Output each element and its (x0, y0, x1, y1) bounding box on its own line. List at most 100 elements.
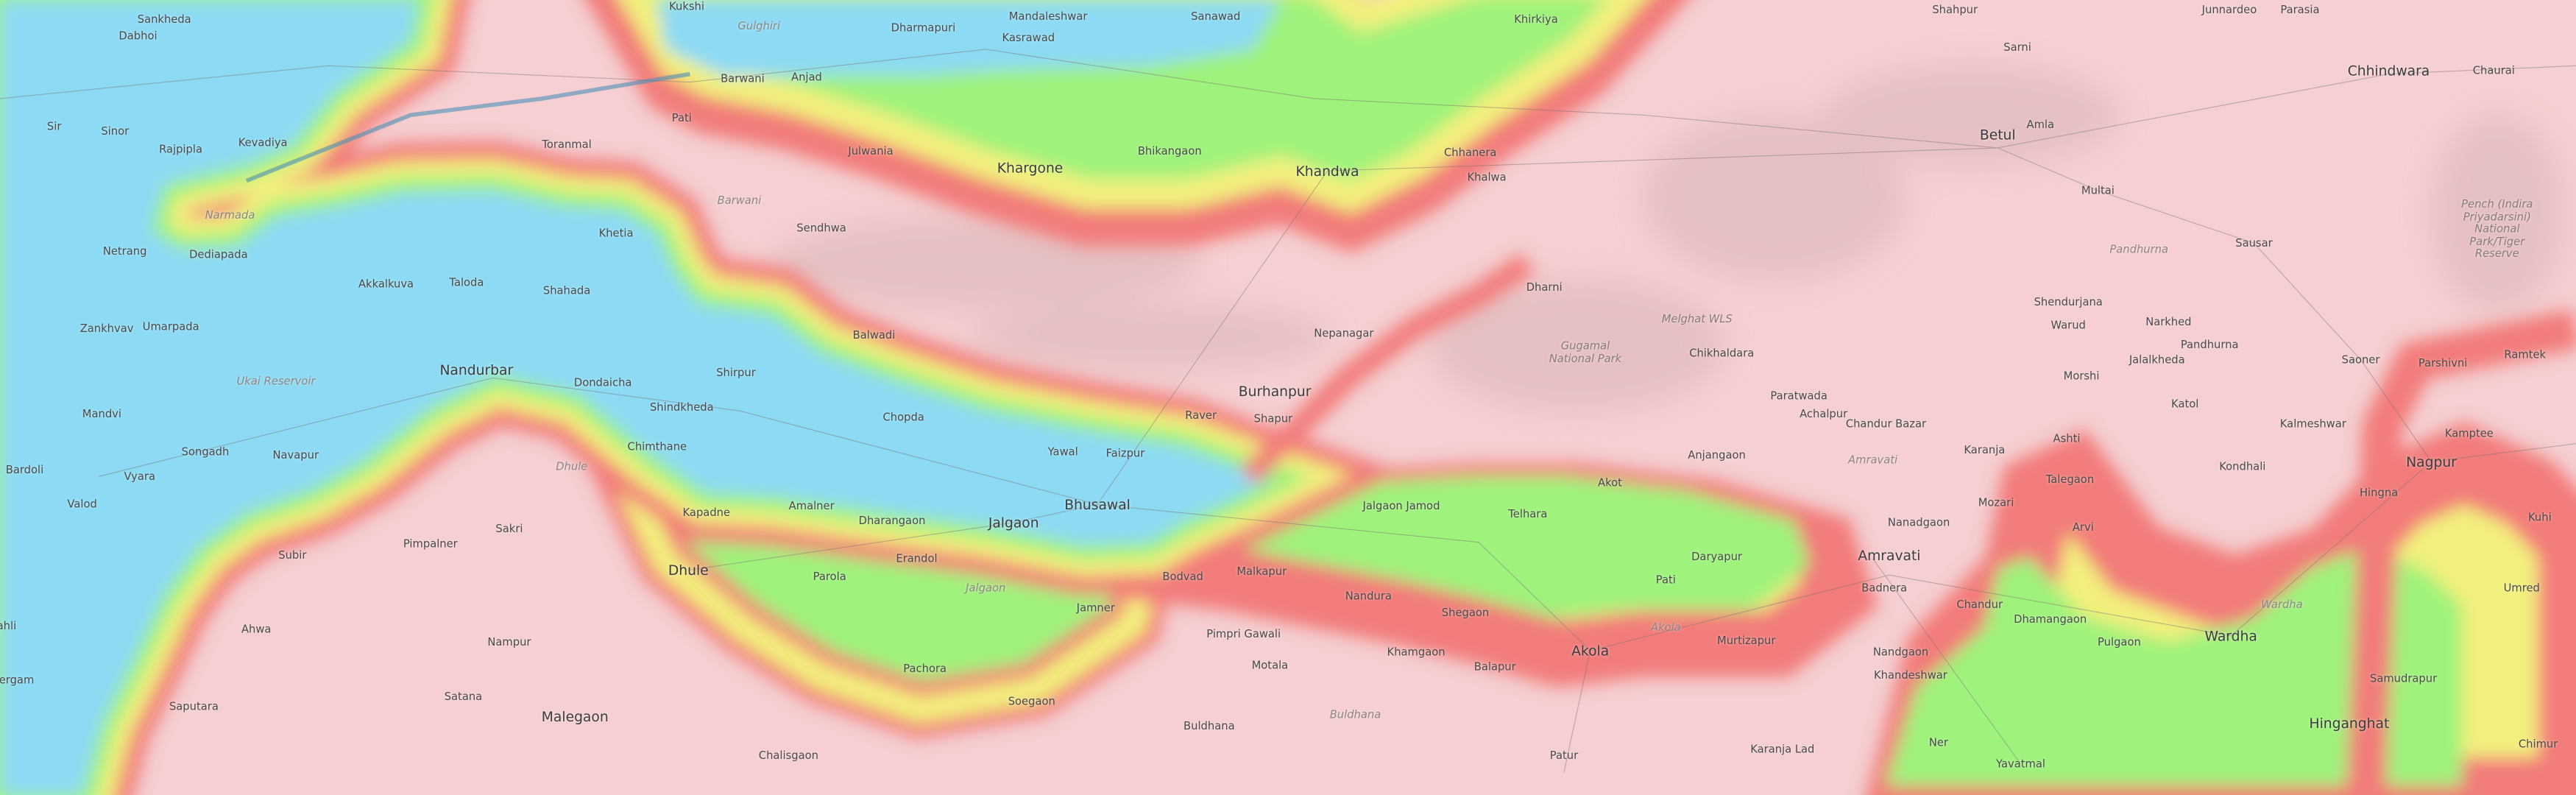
place-label: Chandur (1956, 598, 2003, 612)
place-label: Dhamangaon (2014, 612, 2087, 626)
place-label: Khamgaon (1387, 646, 1446, 660)
place-label: Kukshi (669, 0, 704, 13)
place-label: Balwadi (852, 328, 896, 342)
place-label: Amla (2026, 118, 2055, 132)
place-label: Kapadne (682, 506, 731, 520)
place-label: Karanja (1964, 443, 2006, 457)
place-label: Ner (1928, 735, 1948, 749)
place-label: Saputara (169, 699, 219, 713)
place-label: Hingna (2359, 486, 2399, 500)
place-label: Shindkheda (649, 400, 714, 414)
place-label: Ashti (2053, 432, 2081, 445)
place-label: Pati (671, 111, 692, 125)
place-label: hergam (0, 674, 35, 688)
place-label: Parshivni (2418, 356, 2468, 370)
place-label: Sendhwa (796, 222, 846, 236)
place-label: Rajpipla (159, 143, 202, 157)
place-label: Malegaon (541, 708, 609, 725)
place-label: Bhikangaon (1137, 144, 1202, 158)
place-label: Morshi (2063, 370, 2100, 384)
place-label: Dhule (668, 562, 709, 579)
place-label: Chandur Bazar (1845, 417, 1927, 431)
place-label: Buldhana (1329, 708, 1381, 721)
place-label: Jamner (1076, 601, 1115, 615)
place-label: Ahwa (241, 622, 272, 636)
place-label: Sankheda (137, 13, 191, 26)
place-label: Narkhed (2145, 315, 2192, 329)
place-label: Dharni (1526, 280, 1563, 294)
place-label: Multai (2081, 183, 2115, 197)
place-label: Pachora (903, 662, 947, 676)
place-label: Khetia (598, 227, 634, 240)
place-label: Chaurai (2472, 64, 2515, 77)
place-label: Arvi (2072, 520, 2094, 534)
place-label: Dharmapuri (891, 21, 956, 35)
place-label: Khirkiya (1514, 13, 1558, 26)
place-label: Sakri (495, 522, 523, 536)
place-label: Mandaleshwar (1008, 10, 1088, 24)
place-label: Netrang (102, 244, 147, 258)
place-label: Wardha (2204, 627, 2257, 644)
place-label: Badnera (1861, 582, 1908, 596)
place-label: Jalalkheda (2129, 353, 2185, 367)
place-label: Umarpada (142, 320, 199, 334)
place-label: Kamptee (2444, 427, 2494, 441)
place-label: Sinor (101, 124, 130, 138)
place-label: Malkapur (1236, 565, 1287, 579)
place-label: Jalgaon (988, 514, 1039, 531)
place-label: Kasrawad (1002, 31, 1055, 45)
narmada-river (245, 71, 690, 183)
place-label: Dediapada (189, 248, 248, 261)
place-label: Kondhali (2219, 459, 2266, 473)
place-label: Warud (2050, 319, 2086, 332)
place-label: Bardoli (5, 463, 44, 477)
place-label: Pandhurna (2180, 338, 2239, 352)
place-label: Nandgaon (1872, 646, 1929, 660)
place-label: Akkalkuva (358, 278, 414, 292)
place-label: Zankhvav (79, 322, 134, 336)
place-label: Katol (2171, 398, 2199, 411)
place-label: Gugamal National Park (1549, 339, 1622, 365)
place-label: Nandurbar (439, 361, 514, 378)
place-label: Murtizapur (1717, 634, 1776, 648)
place-label: Raver (1185, 409, 1217, 423)
place-label: Amalner (788, 499, 835, 513)
place-label: Balapur (1473, 660, 1516, 674)
place-label: Mozari (1978, 496, 2014, 509)
place-label: Akola (1571, 642, 1610, 660)
place-label: Hinganghat (2309, 714, 2390, 732)
place-label: Pati (1655, 573, 1676, 587)
place-label: Taloda (449, 275, 484, 289)
place-label: Sanawad (1191, 10, 1241, 24)
place-label: Dabhoi (118, 29, 158, 43)
place-label: Karanja Lad (1750, 742, 1815, 756)
place-label: Umred (2503, 582, 2540, 596)
place-label: Nagpur (2406, 453, 2457, 470)
place-label: Buldhana (1183, 719, 1235, 733)
place-label: Akot (1598, 476, 1622, 490)
place-label: Sarni (2003, 40, 2031, 54)
place-label: Dharangaon (858, 514, 926, 528)
place-label: Junnardeo (2201, 3, 2257, 17)
place-label: Parola (813, 570, 846, 584)
place-label: Khargone (997, 159, 1064, 176)
place-label: Bodvad (1162, 570, 1203, 584)
place-label: Subir (278, 548, 307, 562)
place-label: Yawal (1047, 445, 1078, 459)
place-label: Faizpur (1105, 447, 1145, 460)
place-label: Songadh (181, 445, 230, 459)
place-label: Shapur (1253, 412, 1293, 426)
place-label: Chimthane (627, 440, 687, 454)
place-label: Khandwa (1295, 162, 1359, 180)
place-label: Shendurjana (2034, 295, 2103, 309)
place-label: Khandeshwar (1874, 668, 1947, 682)
place-label: Nanadgaon (1887, 515, 1950, 529)
place-label: Sausar (2235, 236, 2273, 250)
place-label: Nepanagar (1314, 327, 1374, 341)
place-label: Betul (1979, 126, 2016, 144)
place-label: Ramtek (2504, 348, 2547, 362)
place-label: Narmada (205, 208, 255, 222)
place-label: Pulgaon (2098, 635, 2141, 649)
